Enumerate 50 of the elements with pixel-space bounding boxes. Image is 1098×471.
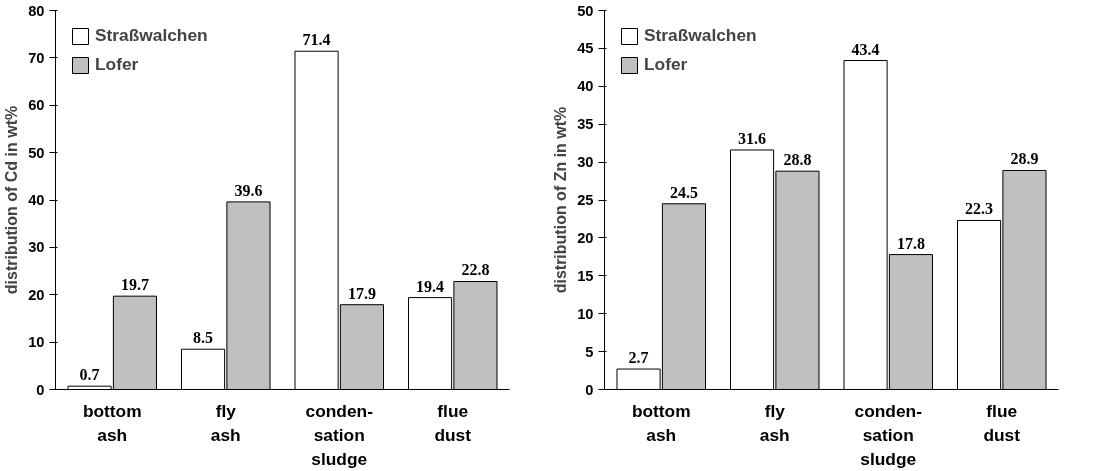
y-tick-label: 20: [28, 286, 45, 303]
y-tick-label: 10: [28, 334, 45, 351]
data-label: 17.8: [896, 234, 925, 252]
x-tick-label: fly ash: [210, 400, 241, 445]
y-tick-label: 35: [577, 116, 594, 133]
y-tick-label: 40: [577, 78, 594, 95]
data-label: 24.5: [669, 183, 698, 201]
x-tick-label: bottom ash: [631, 400, 691, 445]
y-tick-label: 60: [28, 97, 45, 114]
data-label: 39.6: [234, 181, 263, 199]
y-tick-label: 70: [28, 49, 45, 66]
x-tick-label: flue dust: [983, 400, 1021, 445]
data-label: 0.7: [79, 366, 100, 384]
y-tick-label: 45: [577, 40, 594, 57]
legend-label: Lofer: [95, 54, 139, 75]
legend-label: Lofer: [644, 54, 688, 75]
y-tick-label: 50: [577, 2, 594, 19]
data-label: 2.7: [628, 349, 649, 367]
y-axis-title: distribution of Zn in wt%: [552, 106, 570, 294]
data-label: 22.8: [461, 261, 490, 279]
x-tick-label: bottom ash: [82, 400, 142, 445]
x-tick-label: conden- sation sludge: [305, 400, 374, 469]
data-label: 22.3: [965, 200, 994, 218]
y-tick-label: 30: [28, 239, 45, 256]
y-tick-label: 0: [36, 381, 45, 398]
y-tick-label: 15: [577, 267, 594, 284]
x-tick-label: fly ash: [759, 400, 790, 445]
data-label: 8.5: [193, 329, 214, 347]
y-axis-title: distribution of Cd in wt%: [3, 105, 21, 295]
y-tick-label: 0: [585, 381, 594, 398]
legend-label: Straßwalchen: [644, 25, 757, 46]
data-label: 28.9: [1010, 150, 1039, 168]
data-label: 28.8: [783, 151, 812, 169]
data-label: 31.6: [738, 129, 767, 147]
y-tick-label: 30: [577, 154, 594, 171]
data-label: 71.4: [302, 31, 331, 49]
data-label: 19.7: [120, 276, 149, 294]
y-tick-label: 50: [28, 144, 45, 161]
y-tick-label: 40: [28, 192, 45, 208]
x-tick-label: conden- sation sludge: [854, 400, 923, 469]
y-tick-label: 10: [577, 305, 594, 322]
y-tick-label: 20: [577, 229, 594, 246]
y-tick-label: 80: [28, 2, 45, 19]
x-tick-label: flue dust: [434, 400, 472, 445]
legend-label: Straßwalchen: [95, 25, 208, 46]
data-label: 43.4: [851, 40, 880, 58]
data-label: 19.4: [416, 277, 445, 295]
y-tick-label: 25: [577, 192, 594, 208]
data-label: 17.9: [347, 284, 376, 302]
y-tick-label: 5: [585, 343, 594, 360]
